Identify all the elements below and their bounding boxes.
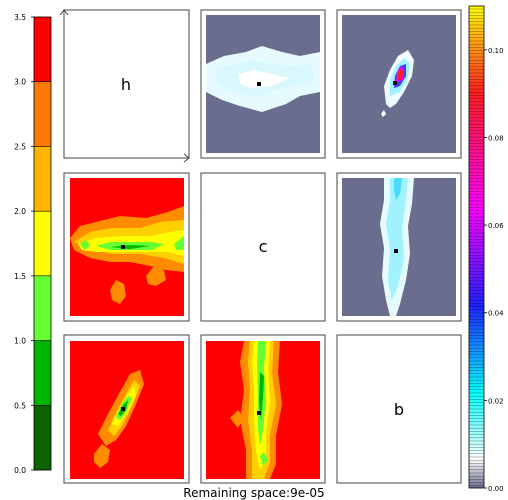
footer-remaining-space: Remaining space:9e-05 (0, 486, 508, 500)
right-colorbar-frame (468, 5, 485, 489)
diagonal-label-h: h (121, 75, 131, 94)
left-colorbar-tick-label-5: 2.5 (14, 142, 26, 151)
panel-c-diagonal: c (200, 172, 326, 322)
right-colorbar-tick-label-2: 0.04 (488, 310, 504, 318)
left-colorbar-band-5 (34, 81, 51, 147)
diagonal-label-c: c (259, 237, 268, 256)
left-colorbar-band-1 (34, 340, 51, 406)
best-fit-marker (393, 81, 397, 85)
best-fit-marker (394, 249, 398, 253)
left-colorbar-tick-label-4: 2.0 (14, 207, 26, 216)
left-colorbar-band-2 (34, 275, 51, 341)
right-colorbar-tick-label-3: 0.06 (488, 222, 504, 230)
right-colorbar-tick-label-5: 0.10 (488, 47, 504, 55)
best-fit-marker (257, 82, 261, 86)
left-colorbar-band-4 (34, 146, 51, 212)
left-colorbar-tick-label-1: 0.5 (14, 401, 26, 410)
right-colorbar-gradient (469, 6, 484, 488)
footer-prefix: Remaining space: (183, 486, 291, 500)
left-colorbar-tick-label-7: 3.5 (14, 13, 26, 22)
footer-value: 9e-05 (290, 486, 325, 500)
right-colorbar-tick-label-1: 0.02 (488, 397, 504, 405)
diagonal-label-b: b (394, 400, 404, 419)
left-colorbar-band-6 (34, 17, 51, 82)
left-colorbar-tick-label-2: 1.0 (14, 337, 26, 346)
best-fit-marker (121, 245, 125, 249)
panel-b-h (63, 334, 190, 484)
left-colorbar-band-3 (34, 211, 51, 276)
panel-h-c (200, 9, 326, 159)
right-colorbar: 0.00 0.02 0.04 0.06 0.08 0.10 (468, 5, 504, 493)
right-colorbar-tick-label-4: 0.08 (488, 134, 504, 142)
left-colorbar-tick-label-0: 0.0 (14, 466, 26, 475)
panel-h-b (336, 9, 462, 159)
right-colorbar-tick-label-0: 0.00 (488, 485, 504, 493)
left-colorbar: 0.0 0.5 1.0 1.5 2.0 2.5 3.0 3.5 (14, 13, 52, 475)
panel-c-b (336, 172, 462, 322)
panel-h-diagonal: h (59, 9, 190, 163)
left-colorbar-band-0 (34, 405, 51, 470)
left-colorbar-tick-label-6: 3.0 (14, 78, 26, 87)
left-colorbar-tick-label-3: 1.5 (14, 272, 26, 281)
panel-b-diagonal: b (336, 334, 462, 484)
panel-b-c (200, 334, 326, 484)
best-fit-marker (257, 411, 261, 415)
panel-c-h (63, 172, 190, 322)
left-colorbar-frame (33, 16, 52, 471)
best-fit-marker (121, 407, 125, 411)
